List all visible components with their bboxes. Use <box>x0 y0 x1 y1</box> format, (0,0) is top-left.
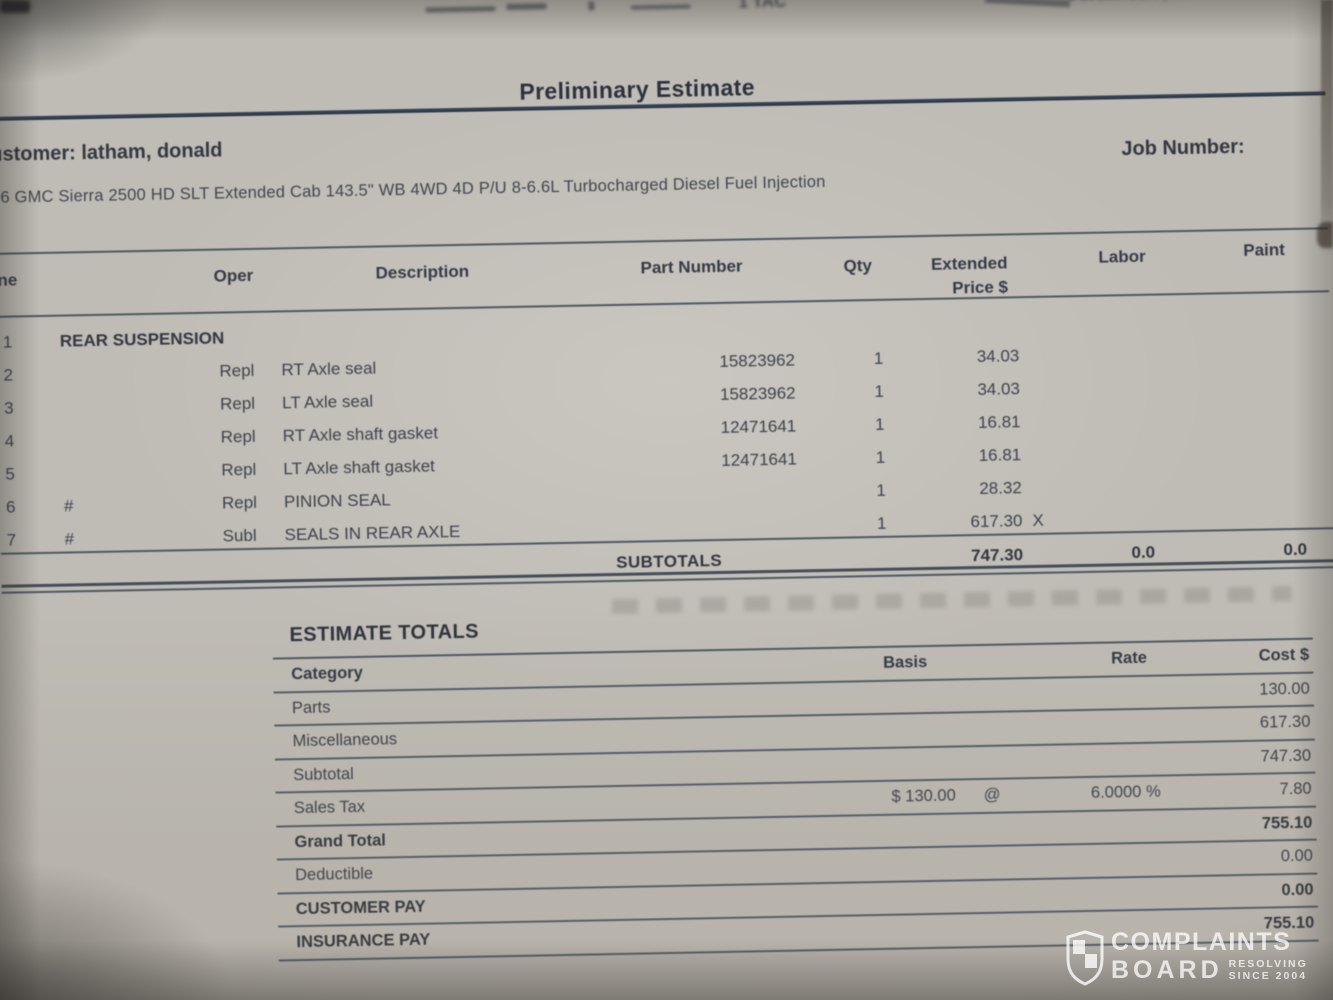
category-label: Deductible <box>294 864 374 885</box>
quantity: 1 <box>874 381 885 401</box>
cost-value: 747.30 <box>1260 746 1312 766</box>
quantity: 1 <box>876 480 887 500</box>
extended-price: 34.03 <box>977 379 1021 400</box>
top-edge-smudge <box>588 1 595 11</box>
line-number: 5 <box>5 464 16 484</box>
watermark-line1: COMPLAINTS <box>1111 928 1292 956</box>
tax-rate: 6.0000 % <box>1090 782 1161 802</box>
col-header-cost: Cost $ <box>1258 645 1310 665</box>
shield-icon <box>1066 930 1104 986</box>
line-number: 6 <box>5 497 16 517</box>
line-number: 1 <box>2 332 13 352</box>
at-symbol: @ <box>983 785 1001 804</box>
subtotals-label: SUBTOTALS <box>616 550 723 572</box>
description: SEALS IN REAR AXLE <box>284 521 461 545</box>
col-header-labor: Labor <box>1098 246 1146 267</box>
part-number: 15823962 <box>719 383 796 404</box>
top-edge-smudge <box>630 4 691 10</box>
category-label: Parts <box>291 697 331 717</box>
category-label: Subtotal <box>293 764 354 784</box>
estimate-totals-heading: ESTIMATE TOTALS <box>289 620 480 647</box>
category-label: Sales Tax <box>293 797 366 818</box>
section-title: REAR SUSPENSION <box>59 328 225 351</box>
col-header-qty: Qty <box>843 256 873 276</box>
top-edge-text-fragment: UCKIM#S3X , MI 48 <box>1066 0 1211 5</box>
taxable-flag: X <box>1032 510 1044 530</box>
cost-value: 130.00 <box>1259 679 1310 699</box>
subtotals-paint: 0.0 <box>1283 539 1308 560</box>
line-number: 2 <box>3 365 14 385</box>
subtotals-extended: 747.30 <box>970 545 1024 566</box>
line-number: 7 <box>6 530 17 550</box>
description: LT Axle shaft gasket <box>283 456 436 479</box>
top-edge-text-fragment: 1 TAC <box>738 0 787 12</box>
col-header-description: Description <box>375 261 470 283</box>
description: RT Axle shaft gasket <box>282 423 439 446</box>
tax-basis: $ 130.00 <box>891 786 956 806</box>
line-number: 4 <box>4 431 15 451</box>
extended-price: 16.81 <box>978 445 1022 465</box>
cost-value: 7.80 <box>1279 779 1312 799</box>
operation: Repl <box>219 393 256 414</box>
col-header-rate: Rate <box>1110 648 1148 668</box>
category-label: Grand Total <box>294 830 387 851</box>
extended-price: 617.30 <box>970 511 1023 532</box>
hash-flag: # <box>64 529 75 549</box>
col-header-oper: Oper <box>213 265 254 286</box>
col-header-basis: Basis <box>882 653 928 672</box>
part-number: 12471641 <box>721 449 798 470</box>
cost-value: 617.30 <box>1259 712 1311 732</box>
paper-edge-shadow <box>1321 0 1333 255</box>
category-label: CUSTOMER PAY <box>295 897 426 918</box>
col-header-extended: Extended <box>930 253 1008 274</box>
operation: Repl <box>219 360 255 381</box>
operation: Repl <box>221 459 257 480</box>
subtotals-labor: 0.0 <box>1131 542 1156 563</box>
watermark-text: COMPLAINTS BOARD RESOLVING SINCE 2004 <box>1111 930 1308 983</box>
description: LT Axle seal <box>281 391 374 413</box>
quantity: 1 <box>874 414 885 434</box>
corner-shadow <box>0 0 30 13</box>
customer-line: ustomer: latham, donald <box>0 139 223 166</box>
cost-value: 0.00 <box>1281 880 1314 899</box>
complaintsboard-watermark: COMPLAINTS BOARD RESOLVING SINCE 2004 <box>1066 930 1308 986</box>
top-edge-smudge <box>506 3 547 10</box>
category-label: Miscellaneous <box>292 730 398 751</box>
operation: Repl <box>220 426 256 447</box>
col-header-paint: Paint <box>1243 240 1286 260</box>
part-number: 15823962 <box>719 350 796 371</box>
hash-flag: # <box>63 496 74 516</box>
col-header-part-number: Part Number <box>640 256 743 278</box>
col-header-category: Category <box>291 663 363 684</box>
cost-value: 0.00 <box>1280 846 1314 866</box>
watermark-line2: BOARD <box>1111 956 1223 985</box>
description: RT Axle seal <box>281 358 377 380</box>
parts-table-header: ine Oper Description Part Number Qty Ext… <box>0 240 1329 319</box>
operation: Subl <box>222 525 257 546</box>
col-header-line: ine <box>0 270 18 290</box>
estimate-totals-table: Category Basis Rate Cost $ Parts 130.00 … <box>272 637 1319 962</box>
extended-price: 28.32 <box>979 478 1023 498</box>
description: PINION SEAL <box>283 490 391 512</box>
operation: Repl <box>221 492 258 513</box>
vehicle-description: 06 GMC Sierra 2500 HD SLT Extended Cab 1… <box>0 172 826 207</box>
quantity: 1 <box>876 513 887 533</box>
quantity: 1 <box>873 348 884 368</box>
watermark-tagline: RESOLVING <box>1228 958 1308 970</box>
watermark-tagline: SINCE 2004 <box>1228 970 1308 983</box>
cost-value: 755.10 <box>1261 813 1313 833</box>
extended-price: 34.03 <box>976 346 1020 367</box>
extended-price: 16.81 <box>977 412 1021 433</box>
paper-edge-mark <box>1317 222 1333 248</box>
job-number-label: Job Number: <box>1121 135 1245 161</box>
bleed-through-smudge <box>611 586 1293 615</box>
category-label: INSURANCE PAY <box>296 930 431 952</box>
line-number: 3 <box>3 398 14 418</box>
part-number: 12471641 <box>720 416 797 437</box>
quantity: 1 <box>875 447 886 467</box>
top-edge-smudge <box>425 6 496 13</box>
